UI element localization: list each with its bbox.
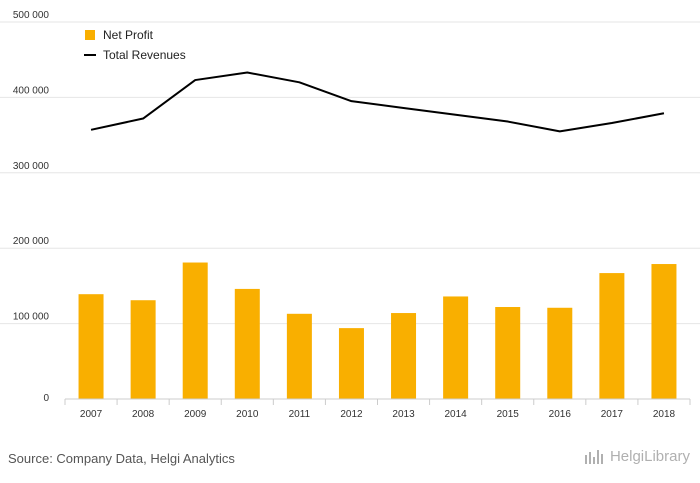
bar-net-profit: [78, 294, 104, 399]
y-tick-label: 100 000: [13, 312, 50, 323]
bar-series: [78, 262, 677, 399]
legend-label-total-revenues: Total Revenues: [103, 48, 186, 62]
x-tick-label: 2017: [601, 409, 624, 420]
x-tick-label: 2010: [236, 409, 259, 420]
bar-net-profit: [286, 313, 312, 399]
y-tick-label: 0: [43, 393, 49, 404]
bar-net-profit: [599, 273, 625, 399]
x-tick-label: 2011: [289, 409, 311, 420]
x-tick-label: 2014: [445, 409, 468, 420]
x-tick-label: 2018: [653, 409, 676, 420]
y-tick-label: 300 000: [13, 161, 50, 172]
y-tick-label: 500 000: [13, 10, 50, 21]
source-note: Source: Company Data, Helgi Analytics: [8, 451, 235, 466]
legend-swatch-net-profit: [85, 30, 95, 40]
brand-logo: HelgiLibrary: [584, 448, 690, 465]
y-tick-label: 400 000: [13, 85, 50, 96]
x-tick-label: 2015: [497, 409, 520, 420]
bar-net-profit: [338, 328, 364, 399]
x-axis: 2007 2008 2009 2010 2011 2012 2013 2014 2015 2016…: [64, 398, 691, 420]
x-tick-label: 2007: [80, 409, 103, 420]
chart: 0 100 000 200 000 300 000 400 000 500 000 200…: [0, 10, 700, 420]
gridlines: [0, 21, 700, 325]
legend-label-net-profit: Net Profit: [103, 28, 154, 42]
brand-text: HelgiLibrary: [609, 448, 690, 465]
line-total-revenues: [90, 71, 665, 133]
x-tick-label: 2013: [392, 409, 415, 420]
legend: Net Profit Total Revenues: [84, 28, 186, 62]
bar-net-profit: [182, 262, 208, 399]
x-tick-label: 2009: [184, 409, 207, 420]
x-tick-label: 2012: [340, 409, 363, 420]
x-tick-label: 2008: [132, 409, 155, 420]
y-tick-label: 200 000: [13, 236, 50, 247]
bar-net-profit: [391, 313, 417, 399]
bar-net-profit: [443, 296, 469, 399]
bar-net-profit: [234, 288, 260, 399]
bar-net-profit: [547, 307, 573, 399]
x-tick-label: 2016: [549, 409, 572, 420]
y-axis: 0 100 000 200 000 300 000 400 000 500 000: [13, 10, 50, 404]
helgi-logo-icon: [584, 449, 603, 464]
bar-net-profit: [130, 300, 156, 399]
bar-net-profit: [495, 307, 521, 399]
bar-net-profit: [651, 264, 677, 399]
line-series: [90, 71, 665, 133]
